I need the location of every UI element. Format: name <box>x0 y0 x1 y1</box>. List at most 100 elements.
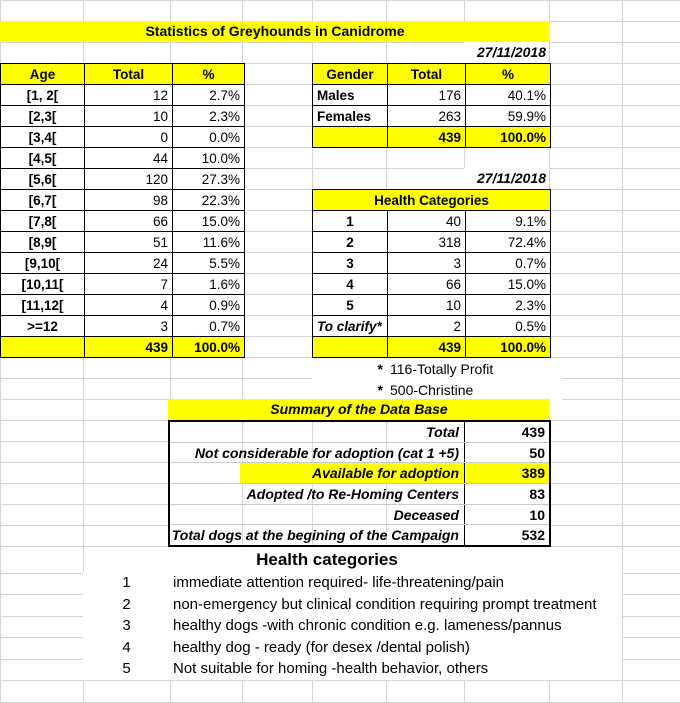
health-grand-total-cell[interactable]: 439 <box>387 336 466 358</box>
summary-label-cell[interactable]: Adopted /to Re-Homing Centers <box>170 484 465 504</box>
age-count-cell[interactable]: 44 <box>84 147 173 169</box>
legend-number-cell[interactable]: 5 <box>122 660 131 678</box>
health-count-cell[interactable]: 318 <box>387 231 466 253</box>
age-percent-cell[interactable]: 15.0% <box>172 210 245 232</box>
report-date-cell-middle[interactable]: 27/11/2018 <box>464 168 549 189</box>
health-category-cell[interactable]: 2 <box>312 231 388 253</box>
age-range-cell[interactable]: [3,4[ <box>0 126 85 148</box>
gender-header-cell[interactable]: Gender <box>312 63 388 85</box>
health-count-cell[interactable]: 40 <box>387 210 466 232</box>
gender-label-cell[interactable]: Males <box>312 84 388 106</box>
legend-text-cell[interactable]: immediate attention required- life-threa… <box>173 574 505 592</box>
legend-number-cell[interactable]: 1 <box>122 574 131 592</box>
age-range-cell[interactable]: [1, 2[ <box>0 84 85 106</box>
age-count-cell[interactable]: 24 <box>84 252 173 274</box>
summary-value-cell[interactable]: 83 <box>529 485 545 502</box>
gender-pct-header-cell[interactable]: % <box>465 63 551 85</box>
health-total-blank-cell[interactable] <box>312 336 388 358</box>
summary-label-cell[interactable]: Not considerable for adoption (cat 1 +5) <box>170 442 465 463</box>
age-count-cell[interactable]: 7 <box>84 273 173 295</box>
health-percent-cell[interactable]: 9.1% <box>465 210 551 232</box>
gender-total-blank-cell[interactable] <box>312 126 388 148</box>
age-percent-cell[interactable]: 0.9% <box>172 294 245 316</box>
summary-label-cell[interactable]: Available for adoption <box>170 463 465 484</box>
age-percent-cell[interactable]: 22.3% <box>172 189 245 211</box>
age-count-cell[interactable]: 4 <box>84 294 173 316</box>
age-range-cell[interactable]: [4,5[ <box>0 147 85 169</box>
footnote-text-cell[interactable]: 116-Totally Profit <box>390 360 494 377</box>
age-percent-cell[interactable]: 2.3% <box>172 105 245 127</box>
health-category-cell[interactable]: 3 <box>312 252 388 274</box>
age-count-cell[interactable]: 0 <box>84 126 173 148</box>
age-grand-total-cell[interactable]: 439 <box>84 336 173 358</box>
legend-text-cell[interactable]: healthy dogs -with chronic condition e.g… <box>173 617 562 635</box>
health-category-cell[interactable]: 5 <box>312 294 388 316</box>
age-percent-cell[interactable]: 27.3% <box>172 168 245 190</box>
health-count-cell[interactable]: 10 <box>387 294 466 316</box>
age-count-cell[interactable]: 120 <box>84 168 173 190</box>
summary-value-cell[interactable]: 10 <box>529 506 545 523</box>
summary-label-cell[interactable]: Total dogs at the begining of the Campai… <box>170 525 465 546</box>
summary-value-cell[interactable]: 532 <box>521 527 545 544</box>
age-percent-cell[interactable]: 10.0% <box>172 147 245 169</box>
age-range-cell[interactable]: [7,8[ <box>0 210 85 232</box>
health-percent-cell[interactable]: 72.4% <box>465 231 551 253</box>
gender-percent-cell[interactable]: 40.1% <box>465 84 551 106</box>
sheet-title-cell[interactable]: Statistics of Greyhounds in Canidrome <box>0 21 550 42</box>
health-category-cell[interactable]: 1 <box>312 210 388 232</box>
age-total-blank-cell[interactable] <box>0 336 85 358</box>
legend-number-cell[interactable]: 3 <box>122 617 131 635</box>
summary-value-cell[interactable]: 50 <box>529 444 545 461</box>
legend-text-cell[interactable]: non-emergency but clinical condition req… <box>173 595 597 613</box>
age-range-cell[interactable]: [11,12[ <box>0 294 85 316</box>
summary-label-cell[interactable]: Deceased <box>170 504 465 525</box>
health-percent-cell[interactable]: 0.7% <box>465 252 551 274</box>
age-percent-cell[interactable]: 5.5% <box>172 252 245 274</box>
legend-number-cell[interactable]: 4 <box>122 638 131 656</box>
health-percent-cell[interactable]: 15.0% <box>465 273 551 295</box>
gender-grand-total-cell[interactable]: 439 <box>387 126 466 148</box>
age-count-cell[interactable]: 66 <box>84 210 173 232</box>
legend-text-cell[interactable]: healthy dog - ready (for desex /dental p… <box>173 638 470 656</box>
gender-percent-cell[interactable]: 59.9% <box>465 105 551 127</box>
health-percent-cell[interactable]: 2.3% <box>465 294 551 316</box>
age-percent-cell[interactable]: 1.6% <box>172 273 245 295</box>
age-total-percent-cell[interactable]: 100.0% <box>172 336 245 358</box>
age-range-cell[interactable]: [10,11[ <box>0 273 85 295</box>
age-total-header-cell[interactable]: Total <box>84 63 173 85</box>
gender-total-header-cell[interactable]: Total <box>387 63 466 85</box>
age-count-cell[interactable]: 51 <box>84 231 173 253</box>
age-count-cell[interactable]: 98 <box>84 189 173 211</box>
age-pct-header-cell[interactable]: % <box>172 63 245 85</box>
gender-count-cell[interactable]: 263 <box>387 105 466 127</box>
footnote-text-cell[interactable]: 500-Christine <box>390 381 474 398</box>
health-category-cell[interactable]: 4 <box>312 273 388 295</box>
health-table-title-cell[interactable]: Health Categories <box>312 189 551 211</box>
summary-value-cell[interactable]: 389 <box>521 465 545 482</box>
health-category-cell[interactable]: To clarify* <box>312 315 388 337</box>
summary-value-cell[interactable]: 439 <box>521 423 545 440</box>
summary-title-cell[interactable]: Summary of the Data Base <box>168 399 550 420</box>
age-count-cell[interactable]: 10 <box>84 105 173 127</box>
age-percent-cell[interactable]: 0.0% <box>172 126 245 148</box>
gender-label-cell[interactable]: Females <box>312 105 388 127</box>
health-percent-cell[interactable]: 0.5% <box>465 315 551 337</box>
age-header-cell[interactable]: Age <box>0 63 85 85</box>
summary-label-cell[interactable]: Total <box>170 422 465 442</box>
footnote-asterisk[interactable]: * <box>377 360 383 377</box>
age-range-cell[interactable]: >=12 <box>0 315 85 337</box>
health-count-cell[interactable]: 2 <box>387 315 466 337</box>
age-percent-cell[interactable]: 0.7% <box>172 315 245 337</box>
age-range-cell[interactable]: [2,3[ <box>0 105 85 127</box>
age-count-cell[interactable]: 3 <box>84 315 173 337</box>
health-count-cell[interactable]: 3 <box>387 252 466 274</box>
report-date-cell-top[interactable]: 27/11/2018 <box>464 42 549 63</box>
age-range-cell[interactable]: [5,6[ <box>0 168 85 190</box>
legend-text-cell[interactable]: Not suitable for homing -health behavior… <box>173 660 489 678</box>
footnote-asterisk[interactable]: * <box>377 381 383 398</box>
gender-total-percent-cell[interactable]: 100.0% <box>465 126 551 148</box>
age-range-cell[interactable]: [6,7[ <box>0 189 85 211</box>
age-percent-cell[interactable]: 11.6% <box>172 231 245 253</box>
age-range-cell[interactable]: [8,9[ <box>0 231 85 253</box>
gender-count-cell[interactable]: 176 <box>387 84 466 106</box>
